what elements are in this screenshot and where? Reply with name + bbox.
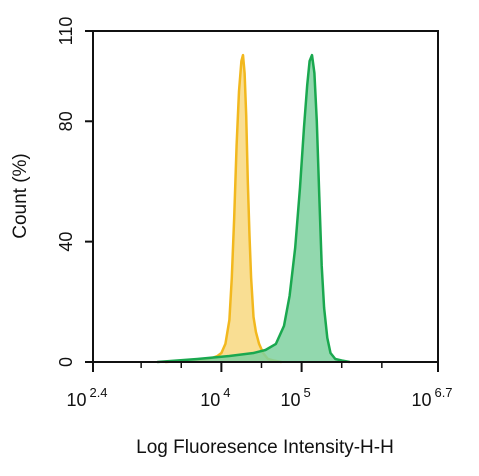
series-2-line [157,53,350,364]
x-tick-label: 10 6.7 [411,385,452,410]
series-2-area [157,55,350,362]
series-1-line [165,53,282,364]
x-tick-label: 10 2.4 [66,385,107,410]
x-tick-label: 10 5 [280,385,310,410]
y-tick-label: 0 [56,357,76,367]
plot-frame [92,30,439,363]
series-1-area [165,55,282,362]
series-layer [157,53,350,364]
y-tick-label: 40 [56,232,76,252]
y-axis-title: Count (%) [10,153,31,239]
y-tick-label: 110 [56,17,76,46]
x-axis-title: Log Fluoresence Intensity-H-H [136,437,394,458]
y-tick-label: 80 [56,111,76,131]
tick-layer: 0 40 80 110 10 2.4 10 4 10 5 10 6.7 [56,17,453,410]
x-tick-label: 10 4 [200,385,230,410]
